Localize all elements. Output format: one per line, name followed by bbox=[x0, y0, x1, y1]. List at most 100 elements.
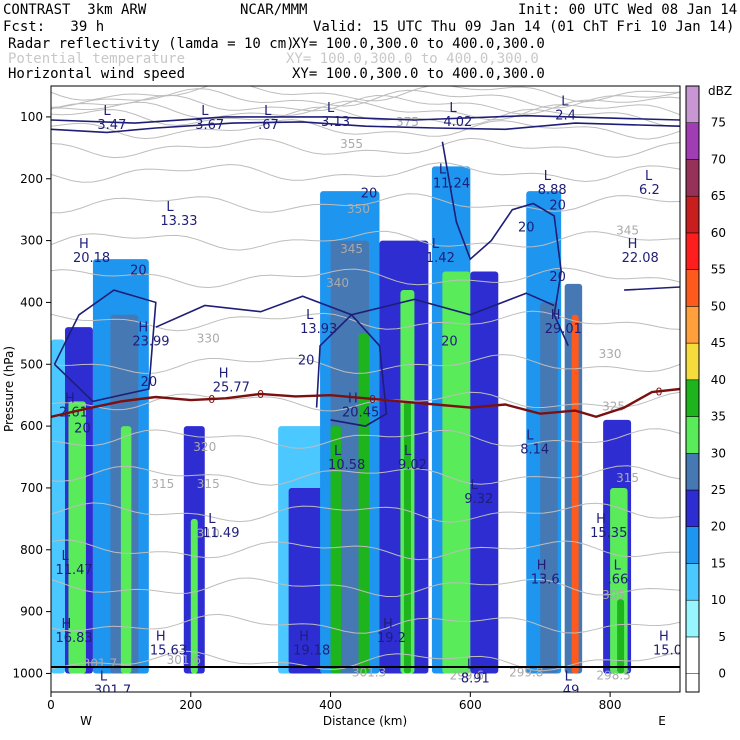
wind-extremum: L13.93 bbox=[300, 308, 337, 337]
extremum-type: H bbox=[65, 391, 75, 406]
wind-extremum: H29.01 bbox=[545, 308, 582, 337]
colorbar-swatch bbox=[685, 195, 700, 234]
theta-contour bbox=[51, 354, 680, 375]
extremum-type: H bbox=[383, 617, 393, 632]
wind-layer: 202020202020202020L3.47L3.67L.67L3.13L4.… bbox=[51, 95, 680, 699]
y-axis-label: Pressure (hPa) bbox=[2, 346, 16, 432]
field-wind: Horizontal wind speed bbox=[8, 66, 186, 82]
field-wind-xy: XY= 100.0,300.0 to 400.0,300.0 bbox=[292, 66, 545, 82]
y-tick-label: 700 bbox=[20, 481, 43, 495]
wind-contour-label: 20 bbox=[518, 220, 535, 235]
colorbar-swatch bbox=[685, 526, 700, 564]
extremum-type: L bbox=[404, 444, 412, 459]
wind-contour bbox=[51, 121, 680, 134]
colorbar-swatch bbox=[685, 122, 700, 160]
field-theta-xy: XY= 100.0,300.0 to 400.0,300.0 bbox=[286, 51, 539, 67]
reflectivity-column bbox=[68, 401, 86, 674]
extremum-type: H bbox=[537, 558, 547, 573]
colorbar-swatch bbox=[685, 269, 700, 307]
colorbar-swatch bbox=[685, 599, 700, 638]
x-tick-label: 600 bbox=[459, 698, 482, 712]
theta-label: 340 bbox=[326, 276, 349, 290]
extremum-value: 301.7 bbox=[94, 684, 131, 699]
wind-extremum: H15.63 bbox=[150, 630, 187, 659]
extremum-value: 13.6 bbox=[531, 572, 560, 587]
wind-extremum: L1.42 bbox=[426, 237, 455, 266]
extremum-value: 20.18 bbox=[73, 251, 110, 266]
colorbar-label: 55 bbox=[711, 263, 726, 277]
colorbar-unit: dBZ bbox=[708, 84, 732, 98]
x-tick-label: 200 bbox=[179, 698, 202, 712]
wind-extremum: H15.0 bbox=[653, 630, 680, 659]
theta-contour bbox=[51, 119, 680, 140]
theta-label: 315 bbox=[197, 477, 220, 491]
theta-label: 301.6 bbox=[167, 653, 201, 667]
theta-label: 320 bbox=[193, 440, 216, 454]
model-title: CONTRAST 3km ARW bbox=[3, 2, 147, 18]
extremum-type: H bbox=[61, 617, 71, 632]
wind-extremum: L.66 bbox=[608, 558, 629, 587]
colorbar-label: 35 bbox=[711, 410, 726, 424]
y-tick-label: 900 bbox=[20, 605, 43, 619]
plot-frame bbox=[50, 85, 681, 693]
extremum-value: .67 bbox=[258, 118, 279, 133]
colorbar: 0 5 10 15 20 25 30 35 40 45 50 55 60 65 70 75 dBZ bbox=[685, 84, 732, 693]
y-tick-label: 100 bbox=[20, 110, 43, 124]
colorbar-label: 10 bbox=[711, 593, 726, 607]
extremum-value: 19.2 bbox=[377, 631, 406, 646]
y-tick-label: 1000 bbox=[12, 666, 43, 680]
wind-extremum: L9.32 bbox=[464, 478, 493, 507]
wind-extremum: H19.18 bbox=[293, 630, 330, 659]
wind-contour-label: 20 bbox=[298, 353, 315, 368]
y-tick-label: 600 bbox=[20, 419, 43, 433]
wind-extremum: L.67 bbox=[258, 104, 279, 133]
wind-extremum: H20.18 bbox=[73, 237, 110, 266]
wind-extremum: L8.91 bbox=[461, 657, 490, 686]
y-tick-label: 400 bbox=[20, 295, 43, 309]
colorbar-swatch bbox=[685, 489, 700, 527]
reflectivity-column bbox=[540, 302, 558, 674]
x-tick-label: 400 bbox=[319, 698, 342, 712]
extremum-value: 11.49 bbox=[202, 526, 239, 541]
wind-extremum: H20.45 bbox=[342, 391, 379, 420]
wind-extremum: L6.2 bbox=[639, 169, 660, 198]
extremum-type: L bbox=[100, 670, 108, 685]
extremum-type: L bbox=[61, 549, 69, 564]
extremum-value: 1.42 bbox=[426, 251, 455, 266]
extremum-type: L bbox=[166, 200, 174, 215]
x-tick-label: 0 bbox=[47, 698, 55, 712]
theta-contour bbox=[51, 193, 680, 214]
freezing-level-label: 0 bbox=[257, 388, 264, 401]
wind-extremum: L11.49 bbox=[202, 512, 239, 541]
reflectivity-column bbox=[120, 426, 132, 674]
wind-extremum: L2.4 bbox=[555, 95, 576, 124]
theta-label: 315 bbox=[616, 471, 639, 485]
theta-label: 345 bbox=[616, 223, 639, 237]
extremum-value: 29.01 bbox=[545, 322, 582, 337]
wind-contour-label: 20 bbox=[130, 264, 147, 279]
extremum-type: H bbox=[219, 367, 229, 382]
wind-contour bbox=[624, 286, 680, 291]
extremum-type: L bbox=[334, 444, 342, 459]
organization: NCAR/MMM bbox=[240, 2, 308, 18]
valid-time: Valid: 15 UTC Thu 09 Jan 14 (01 ChT Fri … bbox=[313, 19, 735, 35]
theta-label: 310 bbox=[197, 526, 220, 540]
extremum-value: .66 bbox=[608, 572, 629, 587]
colorbar-frame bbox=[685, 85, 700, 693]
extremum-value: 10.58 bbox=[328, 458, 365, 473]
field-reflectivity: Radar reflectivity (lamda = 10 cm) bbox=[8, 36, 295, 52]
colorbar-label: 40 bbox=[711, 373, 726, 387]
theta-contour bbox=[51, 391, 680, 412]
extremum-type: L bbox=[327, 101, 335, 116]
extremum-type: H bbox=[156, 630, 166, 645]
extremum-value: 3.47 bbox=[97, 118, 126, 133]
wind-contour-label: 20 bbox=[441, 335, 458, 350]
theta-contour bbox=[51, 230, 680, 251]
extremum-type: H bbox=[628, 237, 638, 252]
extremum-value: 11.24 bbox=[433, 177, 470, 192]
extremum-value: 13.93 bbox=[300, 322, 337, 337]
reflectivity-column bbox=[470, 271, 499, 674]
wind-extremum: H23.99 bbox=[132, 320, 169, 349]
